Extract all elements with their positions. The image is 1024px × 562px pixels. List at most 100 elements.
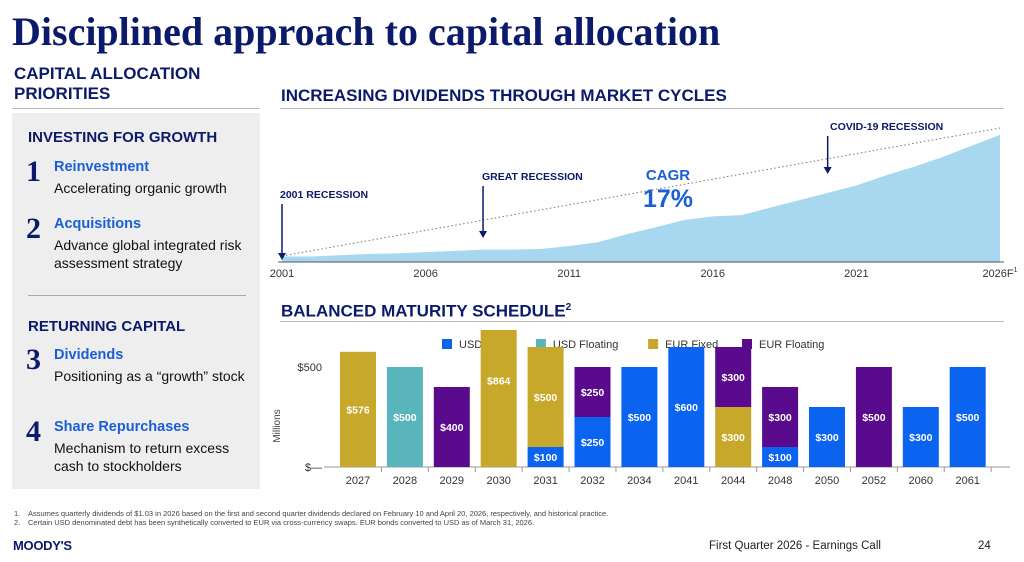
- x-tick-label: 2026F1: [982, 267, 1017, 280]
- x-tick-label: 2041: [674, 475, 698, 487]
- item-desc: Mechanism to return excess cash to stock…: [54, 440, 230, 474]
- footnote-text: Assumes quarterly dividends of $1.03 in …: [28, 509, 609, 518]
- legend-swatch: [648, 339, 659, 349]
- x-tick-label: 2001: [270, 268, 294, 280]
- bar-segment: [715, 347, 752, 407]
- data-label: $500: [534, 392, 558, 404]
- x-tick-label: 2029: [440, 475, 464, 487]
- bar-segment: [902, 407, 939, 467]
- page-number: 24: [978, 540, 991, 552]
- item-desc: Accelerating organic growth: [54, 180, 227, 196]
- data-label: $400: [440, 422, 464, 434]
- x-tick-label: 2021: [844, 268, 868, 280]
- x-tick-label: 2052: [862, 475, 886, 487]
- legend-swatch: [742, 339, 752, 349]
- x-tick-label: 2016: [701, 268, 725, 280]
- returning-heading: RETURNING CAPITAL: [28, 318, 186, 335]
- x-tick-label: 2006: [413, 268, 437, 280]
- item-number: 4: [26, 415, 41, 448]
- recession-label: GREAT RECESSION: [482, 171, 583, 183]
- heading-line: PRIORITIES: [14, 84, 111, 103]
- data-label: $500: [628, 412, 652, 424]
- footnote-ref: 2: [565, 302, 572, 313]
- item-title: Reinvestment: [54, 159, 150, 175]
- y-axis-label: Millions: [272, 409, 283, 442]
- data-label: $250: [581, 387, 605, 399]
- bar-segment: [527, 447, 564, 467]
- maturity-chart-title: BALANCED MATURITY SCHEDULE2: [281, 298, 571, 322]
- bar-segment: [668, 347, 705, 467]
- item-number: 1: [26, 155, 41, 188]
- arrow-head-icon: [278, 253, 286, 260]
- data-label: $500: [862, 412, 886, 424]
- bar-segment: [574, 417, 611, 467]
- item-desc: Positioning as a “growth” stock: [54, 368, 245, 384]
- y-tick-label: $500: [298, 362, 322, 374]
- bar-segment: [762, 447, 799, 467]
- growth-heading: INVESTING FOR GROWTH: [28, 129, 218, 146]
- data-label: $300: [722, 432, 746, 444]
- capital-allocation-heading: CAPITAL ALLOCATION PRIORITIES: [14, 64, 200, 104]
- priorities-panel: INVESTING FOR GROWTH 1 Reinvestment Acce…: [12, 113, 260, 489]
- data-label: $300: [722, 372, 746, 384]
- bar-segment: [809, 407, 845, 467]
- data-label: $864: [487, 376, 511, 388]
- bar-segment: [433, 387, 470, 467]
- legend-swatch: [535, 339, 546, 349]
- x-tick-label: 2048: [768, 475, 792, 487]
- data-label: $300: [815, 432, 839, 444]
- x-tick-label: 2027: [346, 475, 370, 487]
- data-label: $300: [768, 412, 792, 424]
- divider: [12, 108, 260, 109]
- data-label: $500: [956, 412, 980, 424]
- bar-segment: [762, 387, 799, 447]
- bar-segment: [949, 367, 986, 467]
- cagr-value: 17%: [643, 185, 693, 213]
- moodys-logo: MOODY'S: [13, 538, 72, 553]
- x-tick-label: 2060: [909, 475, 933, 487]
- item-number: 2: [26, 212, 41, 245]
- x-tick-label: 2031: [533, 475, 557, 487]
- x-tick-label: 2030: [486, 475, 510, 487]
- footnote: 1. Assumes quarterly dividends of $1.03 i…: [14, 509, 608, 518]
- data-label: $100: [534, 452, 558, 464]
- divider: [280, 321, 1004, 322]
- footnote-num: 2.: [14, 518, 21, 527]
- bar-segment: [715, 407, 752, 467]
- bar-segment: [386, 367, 423, 467]
- data-label: $250: [581, 437, 605, 449]
- x-tick-label: 2028: [393, 475, 417, 487]
- bar-segment: [855, 367, 892, 467]
- data-label: $100: [768, 452, 792, 464]
- data-label: $576: [346, 404, 370, 416]
- bar-segment: [340, 351, 376, 467]
- dividends-area-chart: 2001 2006 2011 2016 2021 2026F1 2001 RECESSION…: [270, 121, 1018, 280]
- divider: [28, 295, 246, 296]
- item-desc: Advance global integrated risk assessmen…: [54, 237, 242, 271]
- x-tick-label: 2032: [580, 475, 604, 487]
- footnote-ref: 1: [1014, 267, 1018, 274]
- page-title: Disciplined approach to capital allocati…: [12, 9, 721, 54]
- dividend-area: [282, 134, 1000, 262]
- bar-segment: [527, 347, 564, 447]
- x-tick-label: 2011: [557, 268, 581, 280]
- legend-label: EUR Floating: [759, 339, 824, 351]
- footnote-num: 1.: [14, 509, 21, 518]
- divider: [280, 108, 1004, 109]
- arrow-head-icon: [479, 231, 488, 238]
- recession-label: COVID-19 RECESSION: [830, 121, 943, 133]
- bar-segment: [480, 330, 517, 467]
- x-tick-label: 2050: [815, 475, 839, 487]
- x-tick-label: 2044: [721, 475, 745, 487]
- dividends-chart-title: INCREASING DIVIDENDS THROUGH MARKET CYCL…: [281, 86, 727, 105]
- y-tick-label: $—: [305, 462, 322, 474]
- x-tick-label: 2034: [627, 475, 651, 487]
- data-label: $600: [675, 402, 699, 414]
- cagr-label: CAGR: [646, 167, 690, 184]
- legend-label: USD Floating: [553, 339, 618, 351]
- item-number: 3: [26, 343, 41, 376]
- item-title: Acquisitions: [54, 216, 142, 232]
- data-label: $500: [393, 412, 417, 424]
- item-title: Dividends: [54, 347, 124, 363]
- cagr-trend-line: [281, 127, 1001, 257]
